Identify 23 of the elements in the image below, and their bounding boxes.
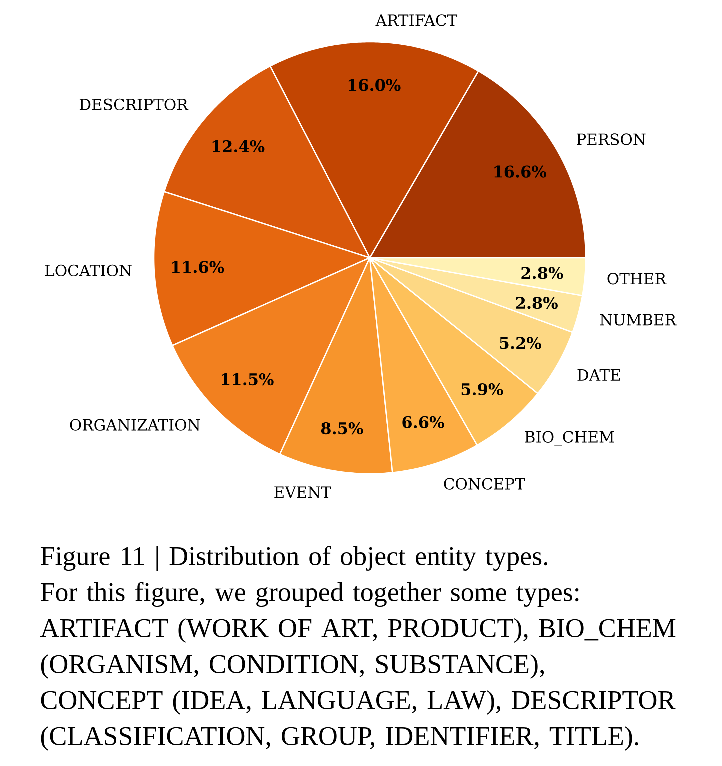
data-label: 12.4%: [212, 140, 265, 153]
data-label: 6.6%: [402, 416, 444, 428]
slice-label: NUMBER: [600, 314, 677, 326]
data-label: 2.8%: [522, 267, 564, 280]
slice-label: BIO_CHEM: [525, 431, 614, 446]
slice-label: ORGANIZATION: [70, 419, 200, 431]
slice-label: LOCATION: [45, 264, 132, 277]
caption: Figure 11 | Distribution of object entity types. For this figure, we grouped together some types: ARTIFACT (WORK OF ART, PRODUCT), BIO_CHEM (ORGANISM, CONDITION, SUBSTANCE), CONCEPT (IDEA, LANGUAGE, LAW), DESCRIPTOR (CLASSIFICATION, GROUP, IDENTIFIER, TITLE).: [40, 546, 676, 751]
data-label: 16.6%: [494, 166, 546, 178]
data-label: 11.5%: [222, 373, 274, 386]
data-label: 16.0%: [348, 79, 401, 92]
data-label: 11.6%: [172, 261, 224, 274]
data-label: 2.8%: [516, 297, 558, 310]
data-label: 5.9%: [462, 383, 504, 396]
slice-label: ARTIFACT: [376, 14, 458, 26]
data-label: 5.2%: [500, 337, 542, 350]
slice-label: DESCRIPTOR: [80, 98, 189, 111]
slice-label: OTHER: [608, 273, 667, 285]
data-label: 8.5%: [321, 422, 364, 435]
slice-label: EVENT: [274, 486, 332, 498]
slice-label: DATE: [578, 370, 620, 381]
slice-label: CONCEPT: [444, 478, 526, 490]
slice-label: PERSON: [577, 134, 646, 146]
